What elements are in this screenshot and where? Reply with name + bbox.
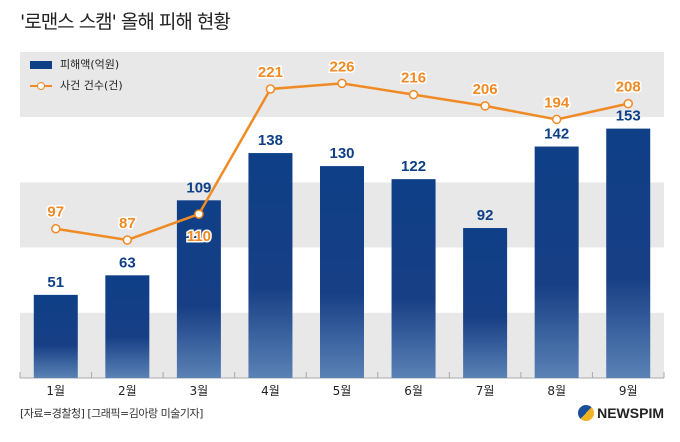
line-value-label: 206: [473, 81, 498, 98]
source-credit: [자료=경찰청] [그래픽=김아랑 미술기자]: [20, 407, 203, 420]
bar-value-label: 122: [401, 158, 426, 175]
line-value-label: 216: [401, 70, 426, 87]
x-tick-label: 4월: [261, 384, 280, 398]
x-tick-label: 1월: [46, 384, 65, 398]
bar: [534, 146, 579, 378]
bar: [33, 294, 78, 378]
line-point: [551, 114, 562, 125]
x-tick-label: 6월: [404, 384, 423, 398]
legend-swatch-bar: [30, 60, 52, 69]
line-point: [337, 78, 347, 89]
bar: [606, 128, 651, 378]
legend-item-bar: 피해액(억원): [30, 55, 123, 74]
bar-value-label: 130: [329, 145, 354, 162]
bar: [176, 200, 221, 378]
bar-value-label: 109: [186, 179, 211, 196]
logo-text: NEWSPIM: [597, 405, 664, 421]
legend-label: 사건 건수(건): [60, 79, 123, 92]
x-tick-label: 7월: [476, 384, 495, 398]
line-point: [122, 235, 133, 245]
line-value-label: 97: [47, 204, 64, 221]
line-value-label: 194: [544, 94, 570, 111]
line-value-label: 87: [119, 215, 136, 232]
bar-value-label: 138: [258, 132, 283, 149]
logo-icon: [578, 405, 595, 421]
line-value-label: 226: [329, 58, 354, 75]
x-tick-label: 5월: [333, 384, 352, 398]
newspim-logo: NEWSPIM: [578, 404, 664, 422]
legend-label: 피해액(억원): [60, 58, 120, 71]
bar: [320, 166, 364, 378]
line-value-label: 110: [187, 228, 211, 245]
bar-value-label: 92: [477, 207, 494, 224]
line-point: [480, 101, 490, 111]
line-point: [408, 89, 419, 100]
x-tick-label: 9월: [619, 384, 638, 398]
bar: [248, 153, 293, 378]
bar-value-label: 153: [616, 108, 641, 125]
x-tick-label: 3월: [190, 384, 209, 398]
line-point: [51, 223, 61, 234]
line-value-label: 208: [616, 79, 641, 96]
bar-value-label: 142: [544, 126, 569, 143]
bar: [105, 275, 150, 378]
bar: [391, 179, 436, 378]
line-point: [265, 84, 276, 94]
bar: [463, 228, 508, 378]
line-point: [194, 209, 204, 219]
bar-value-label: 63: [119, 254, 136, 271]
line-point: [623, 98, 633, 109]
bar-value-label: 51: [47, 274, 64, 291]
legend-swatch-line: [30, 81, 52, 90]
chart-title: '로맨스 스캠' 올해 피해 현황: [20, 11, 231, 33]
x-tick-label: 2월: [118, 384, 137, 398]
x-tick-label: 8월: [547, 384, 566, 398]
line-value-label: 221: [258, 64, 283, 81]
legend: 피해액(억원) 사건 건수(건): [30, 55, 123, 95]
legend-item-line: 사건 건수(건): [30, 76, 123, 95]
